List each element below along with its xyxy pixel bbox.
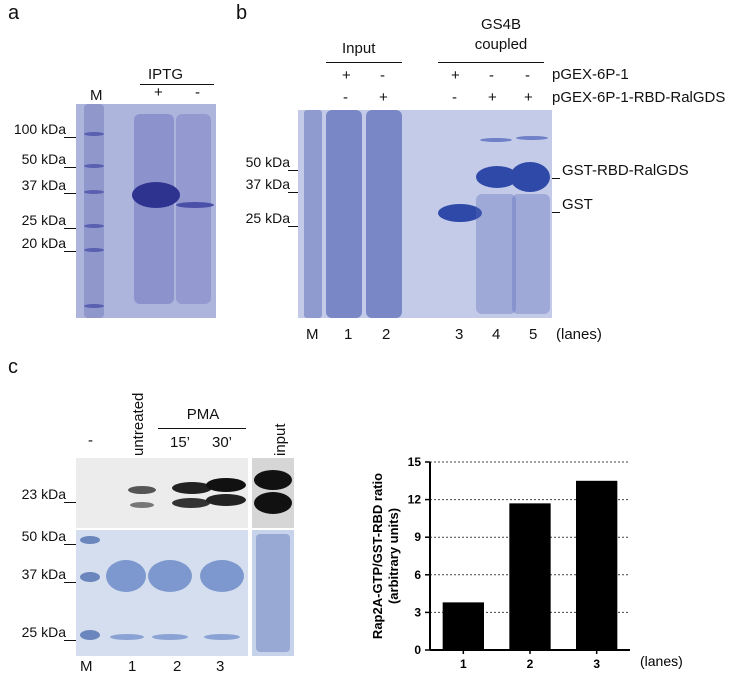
chart-y-tick-label: 12 bbox=[408, 493, 422, 507]
gel-c-input-image bbox=[252, 530, 294, 656]
chart-x-tick-label: 1 bbox=[460, 657, 467, 671]
chart-bars bbox=[442, 480, 618, 650]
marker-37kda: 37 kDa bbox=[21, 177, 66, 193]
c-marker-50kda: 50 kDa bbox=[21, 528, 66, 544]
plasmid2-label: pGEX-6P-1-RBD-RalGDS bbox=[552, 89, 726, 106]
marker-100kda: 100 kDa bbox=[13, 121, 66, 137]
chart-x-ticks: 1 2 3 bbox=[460, 650, 600, 671]
c-lane-1: 1 bbox=[128, 658, 137, 675]
chart-y-ticks: 0 3 6 9 12 15 bbox=[408, 455, 430, 657]
iptg-sign-plus: + bbox=[154, 84, 163, 101]
row1-sign-lane3: + bbox=[451, 67, 460, 84]
pma-label: PMA bbox=[186, 406, 220, 423]
b-lane-3: 3 bbox=[455, 326, 464, 343]
c-header-minus: - bbox=[88, 432, 93, 449]
b-lanes-label: (lanes) bbox=[556, 326, 602, 343]
iptg-label: IPTG bbox=[148, 66, 184, 83]
gel-a-image bbox=[76, 104, 216, 318]
c-marker-lane-label: M bbox=[80, 658, 93, 675]
chart-ylabel-line1: Rap2A-GTP/GST-RBD ratio bbox=[370, 473, 385, 639]
pma-bracket bbox=[158, 428, 246, 429]
row2-sign-lane4: + bbox=[488, 89, 497, 106]
row2-sign-lane1: - bbox=[343, 89, 348, 106]
b-lane-1: 1 bbox=[344, 326, 353, 343]
blot-c-input-image bbox=[252, 458, 294, 528]
gel-c-image bbox=[76, 530, 248, 656]
b-marker-50kda: 50 kDa bbox=[245, 154, 290, 170]
pma-time-15: 15’ bbox=[170, 434, 191, 451]
c-marker-37kda: 37 kDa bbox=[21, 566, 66, 582]
c-marker-23kda: 23 kDa bbox=[21, 486, 66, 502]
row1-sign-lane4: - bbox=[489, 67, 494, 84]
marker-50kda: 50 kDa bbox=[21, 151, 66, 167]
row1-sign-lane2: - bbox=[380, 67, 385, 84]
pma-time-30: 30’ bbox=[212, 434, 233, 451]
row1-sign-lane1: + bbox=[342, 67, 351, 84]
c-lane-2: 2 bbox=[173, 658, 182, 675]
row2-sign-lane5: + bbox=[524, 89, 533, 106]
chart-y-tick-label: 0 bbox=[414, 643, 421, 657]
iptg-sign-minus: - bbox=[195, 84, 200, 101]
row2-sign-lane3: - bbox=[452, 89, 457, 106]
band-label-gst: GST bbox=[562, 196, 593, 213]
chart-bar-lane-3 bbox=[576, 480, 618, 650]
b-lane-5: 5 bbox=[529, 326, 538, 343]
panel-b-label: b bbox=[236, 2, 248, 24]
chart-y-tick-label: 3 bbox=[414, 605, 421, 619]
group-gs4b-label: GS4B bbox=[480, 16, 522, 33]
iptg-bracket bbox=[140, 84, 214, 85]
b-lane-2: 2 bbox=[382, 326, 391, 343]
band-label-gst-rbd-ralgds: GST-RBD-RalGDS bbox=[562, 162, 689, 179]
b-lane-4: 4 bbox=[492, 326, 501, 343]
b-marker-lane-label: M bbox=[306, 326, 319, 343]
panel-a-label: a bbox=[8, 2, 20, 24]
b-marker-25kda: 25 kDa bbox=[245, 210, 290, 226]
chart-y-tick-label: 6 bbox=[414, 568, 421, 582]
c-lane-3: 3 bbox=[216, 658, 225, 675]
chart-ylabel-line2: (arbitrary units) bbox=[386, 508, 401, 604]
chart-xlabel: (lanes) bbox=[640, 653, 683, 669]
marker-20kda: 20 kDa bbox=[21, 235, 66, 251]
chart-bar-lane-1 bbox=[442, 602, 484, 650]
b-marker-37kda: 37 kDa bbox=[245, 176, 290, 192]
panel-a-marker-lane-label: M bbox=[90, 87, 103, 104]
chart-y-tick-label: 9 bbox=[414, 530, 421, 544]
group-input-label: Input bbox=[342, 40, 376, 57]
chart-x-tick-label: 3 bbox=[593, 657, 600, 671]
blot-c-image bbox=[76, 458, 248, 528]
group-coupled-label: coupled bbox=[474, 36, 528, 53]
input-bracket bbox=[326, 62, 402, 63]
marker-25kda: 25 kDa bbox=[21, 212, 66, 228]
c-marker-25kda: 25 kDa bbox=[21, 624, 66, 640]
panel-c-label: c bbox=[8, 356, 18, 378]
chart-bar-lane-2 bbox=[509, 503, 551, 650]
gel-b-image bbox=[298, 110, 552, 318]
coupled-bracket bbox=[438, 62, 544, 63]
chart-y-tick-label: 15 bbox=[408, 455, 422, 469]
row1-sign-lane5: - bbox=[525, 67, 530, 84]
row2-sign-lane2: + bbox=[379, 89, 388, 106]
plasmid1-label: pGEX-6P-1 bbox=[552, 66, 629, 83]
chart-x-tick-label: 2 bbox=[527, 657, 534, 671]
